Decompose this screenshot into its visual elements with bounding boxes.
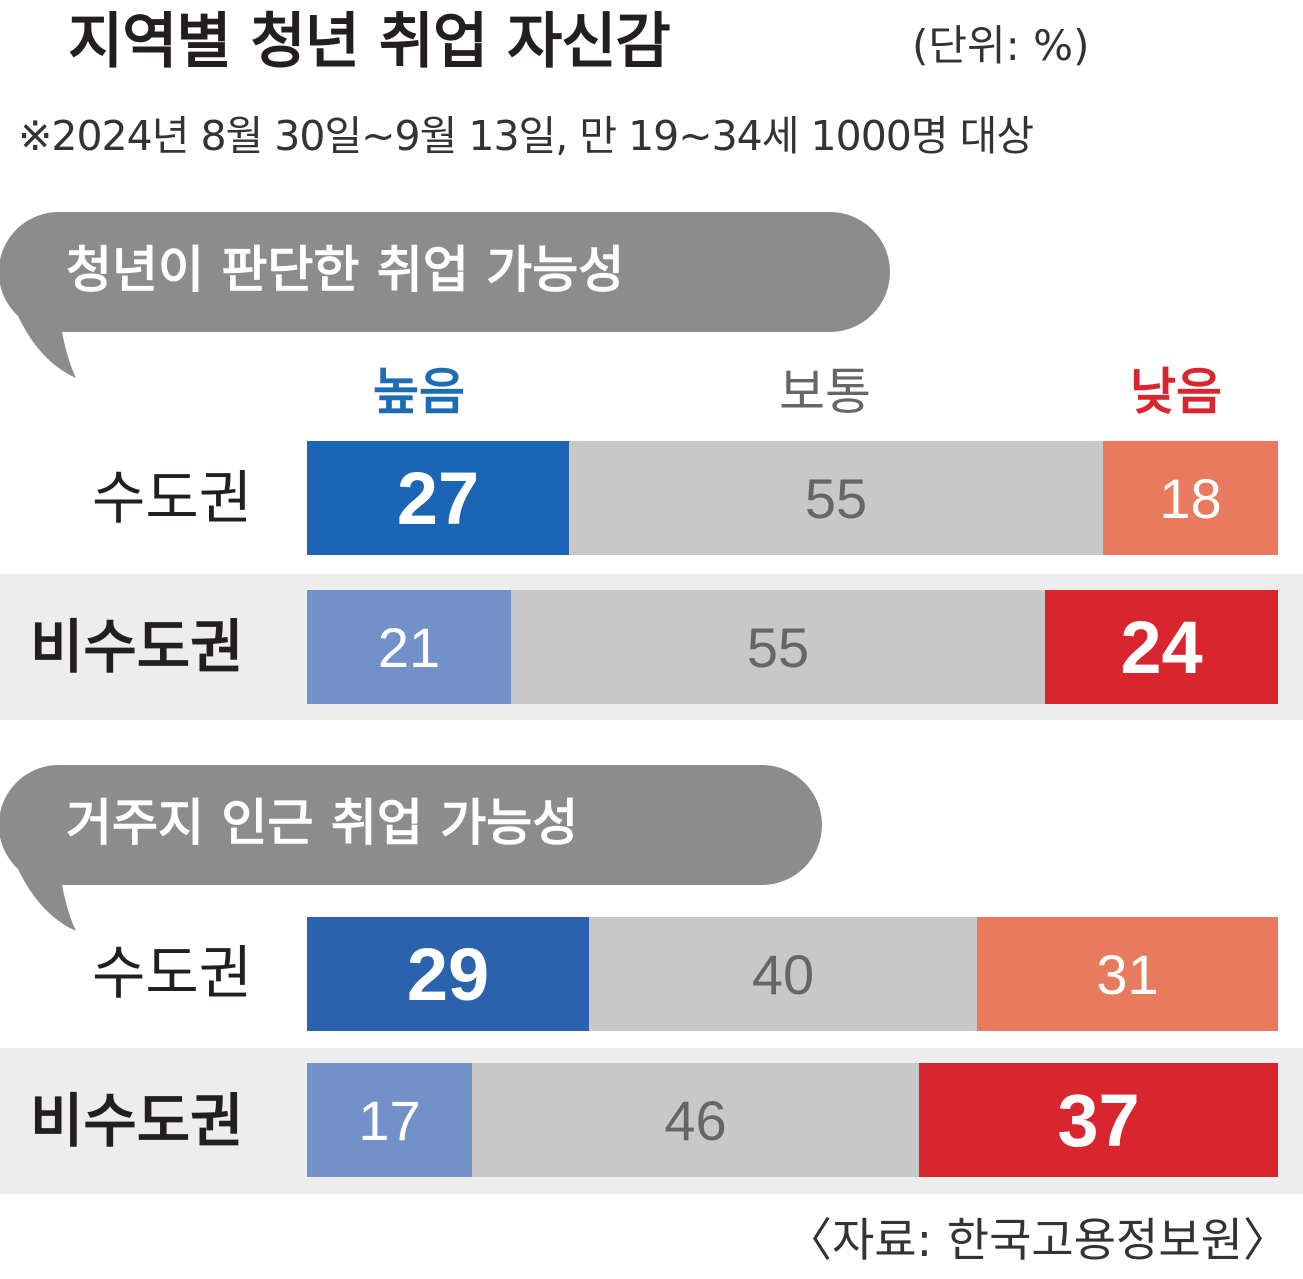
data-label-mid-nonsudo-1: 55 xyxy=(746,615,810,679)
survey-note: ※2024년 8월 30일~9월 13일, 만 19~34세 1000명 대상 xyxy=(18,112,1034,160)
legend-high: 높음 xyxy=(373,363,465,421)
row-label-nonsudo-1: 비수도권 xyxy=(30,613,244,681)
data-label-mid-nonsudo-2: 46 xyxy=(664,1088,727,1152)
unit-label: (단위: %) xyxy=(912,21,1090,70)
data-label-mid-sudo-2: 40 xyxy=(751,942,815,1006)
data-label-low-sudo-1: 18 xyxy=(1159,466,1222,530)
data-label-low-nonsudo-2: 37 xyxy=(1057,1078,1140,1162)
row-label-sudo-2: 수도권 xyxy=(92,939,253,1007)
section-title-2: 거주지 인근 취업 가능성 xyxy=(66,794,579,852)
data-label-low-sudo-2: 31 xyxy=(1096,942,1159,1006)
bar-segment-low-nonsudo-1: 24 xyxy=(1045,590,1278,704)
bar-row-nonsudo-2: 17 46 37 xyxy=(307,1063,1278,1177)
bar-segment-low-nonsudo-2: 37 xyxy=(919,1063,1278,1177)
row-label-sudo-1: 수도권 xyxy=(92,464,253,532)
bar-segment-high-nonsudo-1: 21 xyxy=(307,590,511,704)
section-title-1: 청년이 판단한 취업 가능성 xyxy=(66,241,625,299)
data-label-high-nonsudo-2: 17 xyxy=(358,1088,421,1152)
source-credit: 〈자료: 한국고용정보원〉 xyxy=(785,1213,1289,1267)
bar-segment-mid-sudo-1: 55 xyxy=(569,441,1103,555)
bar-segment-mid-nonsudo-1: 55 xyxy=(511,590,1045,704)
data-label-high-sudo-2: 29 xyxy=(406,932,490,1016)
speech-bubble-1 xyxy=(0,212,890,378)
bar-row-sudo-1: 27 55 18 xyxy=(307,441,1278,555)
legend-mid: 보통 xyxy=(779,363,871,421)
bar-segment-high-sudo-1: 27 xyxy=(307,441,569,555)
row-label-nonsudo-2: 비수도권 xyxy=(30,1087,244,1155)
bar-row-nonsudo-1: 21 55 24 xyxy=(307,590,1278,704)
data-label-mid-sudo-1: 55 xyxy=(804,466,868,530)
chart-title: 지역별 청년 취업 자신감 xyxy=(68,7,671,77)
bar-segment-mid-sudo-2: 40 xyxy=(589,917,977,1031)
bar-segment-low-sudo-1: 18 xyxy=(1103,441,1278,555)
bar-segment-mid-nonsudo-2: 46 xyxy=(472,1063,919,1177)
data-label-high-nonsudo-1: 21 xyxy=(377,615,441,679)
data-label-low-nonsudo-1: 24 xyxy=(1120,605,1203,689)
speech-bubble-2 xyxy=(0,765,822,931)
bar-row-sudo-2: 29 40 31 xyxy=(307,917,1278,1031)
bar-segment-low-sudo-2: 31 xyxy=(977,917,1278,1031)
bar-segment-high-sudo-2: 29 xyxy=(307,917,589,1031)
bar-segment-high-nonsudo-2: 17 xyxy=(307,1063,472,1177)
data-label-high-sudo-1: 27 xyxy=(396,456,480,540)
legend-low: 낮음 xyxy=(1130,363,1222,421)
